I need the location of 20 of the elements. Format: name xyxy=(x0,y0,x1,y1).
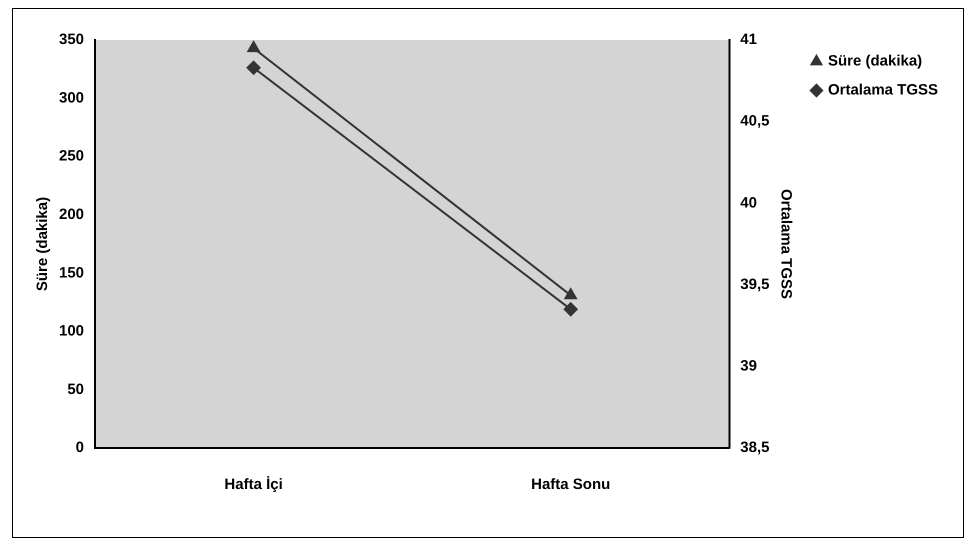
x-tick-label: Hafta İçi xyxy=(224,476,283,494)
y-tick-label: 350 xyxy=(58,31,84,48)
y-axis-title: Süre (dakika) xyxy=(34,196,52,292)
y-tick-label: 250 xyxy=(58,148,84,165)
y-tick-label: 100 xyxy=(58,322,84,340)
legend-label: Ortalama TGSS xyxy=(828,82,938,99)
y-tick-label: 300 xyxy=(58,89,84,106)
legend-label: Süre (dakika) xyxy=(828,52,922,70)
y2-tick-label: 39 xyxy=(740,358,757,375)
y2-tick-label: 39,5 xyxy=(740,276,770,293)
y2-tick-label: 38,5 xyxy=(740,439,770,456)
y-tick-label: 0 xyxy=(76,439,84,456)
y2-tick-label: 41 xyxy=(740,31,757,48)
y-tick-label: 150 xyxy=(58,264,84,282)
y2-tick-label: 40 xyxy=(740,194,757,212)
y-tick-label: 200 xyxy=(58,206,84,223)
y2-tick-label: 40,5 xyxy=(740,112,770,130)
x-tick-label: Hafta Sonu xyxy=(531,476,610,494)
y-tick-label: 50 xyxy=(67,380,84,398)
y2-axis-title: Ortalama TGSS xyxy=(777,188,794,300)
